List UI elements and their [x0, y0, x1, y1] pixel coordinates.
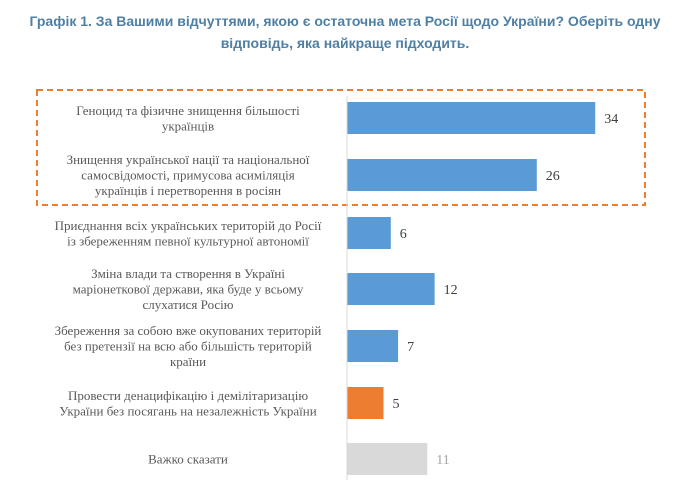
category-label: Приєднання всіх українських територій до…	[55, 218, 322, 249]
category-label: Знищення української нації та національн…	[67, 152, 310, 198]
value-label: 6	[400, 227, 407, 242]
category-label: Геноцид та фізичне знищення більшості укр…	[76, 103, 300, 134]
chart-title: Графік 1. За Вашими відчуттями, якою є о…	[29, 13, 661, 51]
category-label: Провести денацифікацію і демілітаризацію…	[59, 388, 316, 419]
bar	[347, 102, 596, 134]
category-label: Зміна влади та створення в Україні маріон…	[73, 266, 304, 312]
value-label: 12	[444, 283, 458, 298]
highlight-frame	[36, 89, 646, 206]
bar	[347, 159, 537, 191]
category-label: Важко сказати	[148, 452, 228, 467]
bar	[347, 273, 435, 305]
category-label: Збереження за собою вже окупованих терит…	[55, 323, 322, 369]
value-label: 34	[604, 112, 618, 127]
bar	[347, 387, 384, 419]
value-label: 26	[546, 169, 560, 184]
value-label: 7	[407, 340, 414, 355]
bar	[347, 330, 399, 362]
bar	[347, 443, 428, 475]
value-label: 11	[436, 453, 449, 468]
value-label: 5	[393, 397, 400, 412]
bar	[347, 217, 391, 249]
